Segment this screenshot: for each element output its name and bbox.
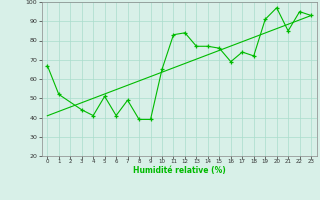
X-axis label: Humidité relative (%): Humidité relative (%) xyxy=(133,166,226,175)
